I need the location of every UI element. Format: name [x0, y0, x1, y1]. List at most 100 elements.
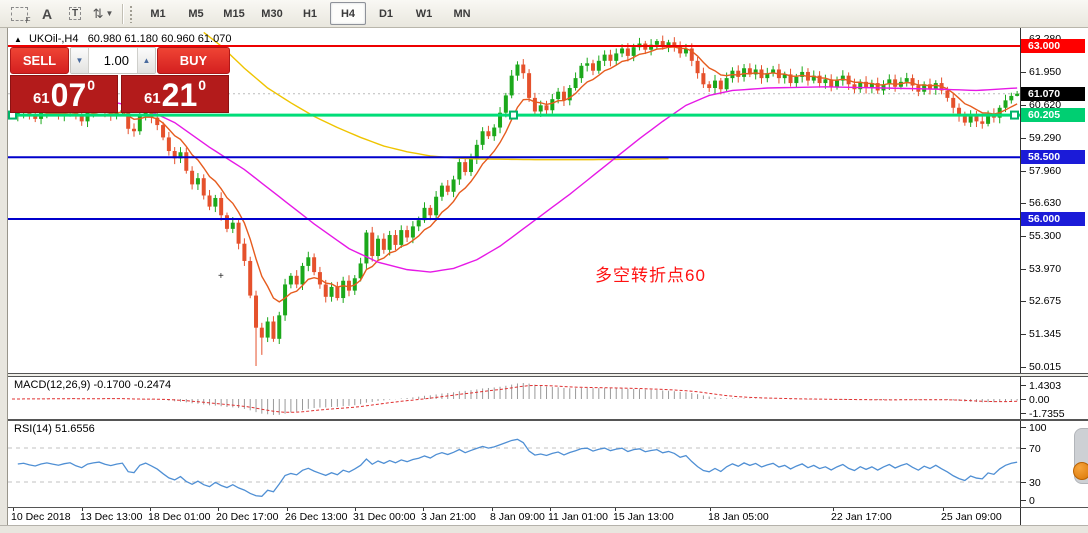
hline-handle[interactable] [509, 110, 518, 120]
macd-tick [1021, 399, 1026, 400]
rsi-axis-label: 100 [1029, 422, 1047, 434]
one-click-trade-panel: SELL ▼ 1.00 ▲ BUY 61 07 0 61 21 0 [10, 47, 230, 113]
time-label: 25 Jan 09:00 [941, 511, 1002, 523]
buy-button[interactable]: BUY [157, 47, 230, 74]
chart-header: ▲ UKOil-,H4 60.980 61.180 60.960 61.070 [14, 33, 231, 45]
time-tick [150, 508, 151, 511]
price-axis-line [1020, 28, 1021, 525]
time-tick [287, 508, 288, 511]
time-tick [218, 508, 219, 511]
window-bottom-edge [0, 525, 1088, 533]
pane-divider-macd[interactable] [0, 373, 1088, 377]
hline-handle[interactable] [1010, 110, 1019, 120]
symbol-triangle-icon: ▲ [14, 35, 22, 44]
chart-annotation[interactable]: 多空转折点60 [595, 266, 706, 285]
time-axis-line [0, 507, 1088, 508]
time-label: 3 Jan 21:00 [421, 511, 476, 523]
time-tick [492, 508, 493, 511]
price-tick [1021, 236, 1026, 238]
price-tick [1021, 333, 1026, 335]
rsi-axis-label: 30 [1029, 477, 1041, 489]
macd-pane[interactable] [8, 377, 1021, 419]
time-tick [550, 508, 551, 511]
timeframe-button-w1[interactable]: W1 [415, 7, 433, 20]
sell-button[interactable]: SELL [10, 47, 69, 74]
time-axis[interactable]: 10 Dec 2018 13 Dec 13:00 18 Dec 01:00 20 De… [8, 508, 1020, 525]
font-a-icon[interactable]: A [41, 5, 53, 22]
macd-signal-line [11, 384, 1018, 413]
macd-axis-label: 0.00 [1029, 394, 1050, 406]
timeframe-buttons: M1 M5 M15 M30 H1 H4 D1 W1 MN [139, 2, 481, 25]
symbol-title: UKOil-,H4 [28, 33, 79, 45]
rsi-tick [1021, 482, 1026, 483]
timeframe-button-h4[interactable]: H4 [330, 2, 366, 25]
timeframe-button-h1[interactable]: H1 [302, 7, 318, 20]
time-label: 13 Dec 13:00 [80, 511, 143, 523]
buy-price-display[interactable]: 61 21 0 [121, 75, 229, 113]
price-tick [1021, 203, 1026, 205]
volume-down-button[interactable]: ▼ [71, 48, 89, 73]
macd-label: MACD(12,26,9) -0.1700 -0.2474 [14, 379, 172, 391]
price-tick-label: 53.970 [1029, 263, 1062, 276]
time-tick [833, 508, 834, 511]
toolbar: F A T ⇅ ▼ M1 M5 M15 M30 H1 H4 D1 W1 MN [0, 0, 1088, 28]
time-label: 26 Dec 13:00 [285, 511, 348, 523]
time-tick [615, 508, 616, 511]
time-label: 15 Jan 13:00 [613, 511, 674, 523]
rsi-tick [1021, 448, 1026, 449]
price-badge-60.205: 60.205 [1021, 108, 1085, 123]
dashed-frame-icon: F [10, 6, 31, 25]
toolbar-grip[interactable] [129, 4, 133, 23]
time-tick [943, 508, 944, 511]
time-tick [423, 508, 424, 511]
time-label: 18 Dec 01:00 [148, 511, 211, 523]
auto-arrange-icon[interactable]: ⇅ ▼ [92, 5, 114, 21]
pane-divider-rsi[interactable] [0, 419, 1088, 421]
price-tick-label: 50.015 [1029, 360, 1062, 373]
macd-tick [1021, 413, 1026, 414]
text-label-icon[interactable]: T [62, 3, 88, 25]
chevron-down-icon: ▼ [105, 9, 114, 18]
window-left-edge [0, 28, 8, 533]
price-tick-label: 52.675 [1029, 295, 1062, 308]
price-badge-63.000: 63.000 [1021, 39, 1085, 53]
timeframe-button-m30[interactable]: M30 [261, 7, 283, 20]
rsi-pane[interactable] [8, 421, 1021, 507]
edge-scrollbar-thumb[interactable] [1073, 462, 1088, 480]
price-tick-label: 61.950 [1029, 65, 1062, 78]
price-tick [1021, 269, 1026, 271]
macd-axis-label: 1.4303 [1029, 380, 1062, 392]
ma-mid-magenta [11, 86, 1018, 273]
price-axis[interactable]: 63.28061.95060.62059.29057.96056.63055.3… [1021, 28, 1088, 525]
timeframe-button-m1[interactable]: M1 [150, 7, 166, 20]
price-tick [1021, 71, 1026, 73]
price-badge-56.000: 56.000 [1021, 211, 1085, 226]
rsi-tick [1021, 427, 1026, 428]
rsi-label: RSI(14) 51.6556 [14, 423, 95, 435]
chart-shift-f-icon[interactable]: F [6, 3, 32, 25]
time-tick [710, 508, 711, 511]
price-badge-58.500: 58.500 [1021, 150, 1085, 165]
time-label: 22 Jan 17:00 [831, 511, 892, 523]
macd-tick [1021, 385, 1026, 386]
sell-price-display[interactable]: 61 07 0 [10, 75, 118, 113]
time-tick [355, 508, 356, 511]
timeframe-button-m5[interactable]: M5 [188, 7, 204, 20]
time-label: 11 Jan 01:00 [548, 511, 608, 523]
volume-spinner: ▼ 1.00 ▲ [70, 47, 156, 74]
crosshair-marker: + [218, 271, 224, 282]
price-tick [1021, 104, 1026, 106]
timeframe-button-d1[interactable]: D1 [378, 7, 394, 20]
price-tick [1021, 137, 1026, 139]
timeframe-button-m15[interactable]: M15 [223, 7, 245, 20]
volume-up-button[interactable]: ▲ [137, 48, 155, 73]
timeframe-button-mn[interactable]: MN [453, 7, 471, 20]
price-tick-label: 59.290 [1029, 131, 1062, 144]
price-tick [1021, 170, 1026, 172]
ohlc-readout: 60.980 61.180 60.960 61.070 [87, 33, 232, 45]
volume-input[interactable]: 1.00 [89, 48, 137, 73]
price-badge-61.070: 61.070 [1021, 86, 1085, 101]
price-tick-label: 57.960 [1029, 164, 1062, 177]
time-label: 18 Jan 05:00 [708, 511, 769, 523]
